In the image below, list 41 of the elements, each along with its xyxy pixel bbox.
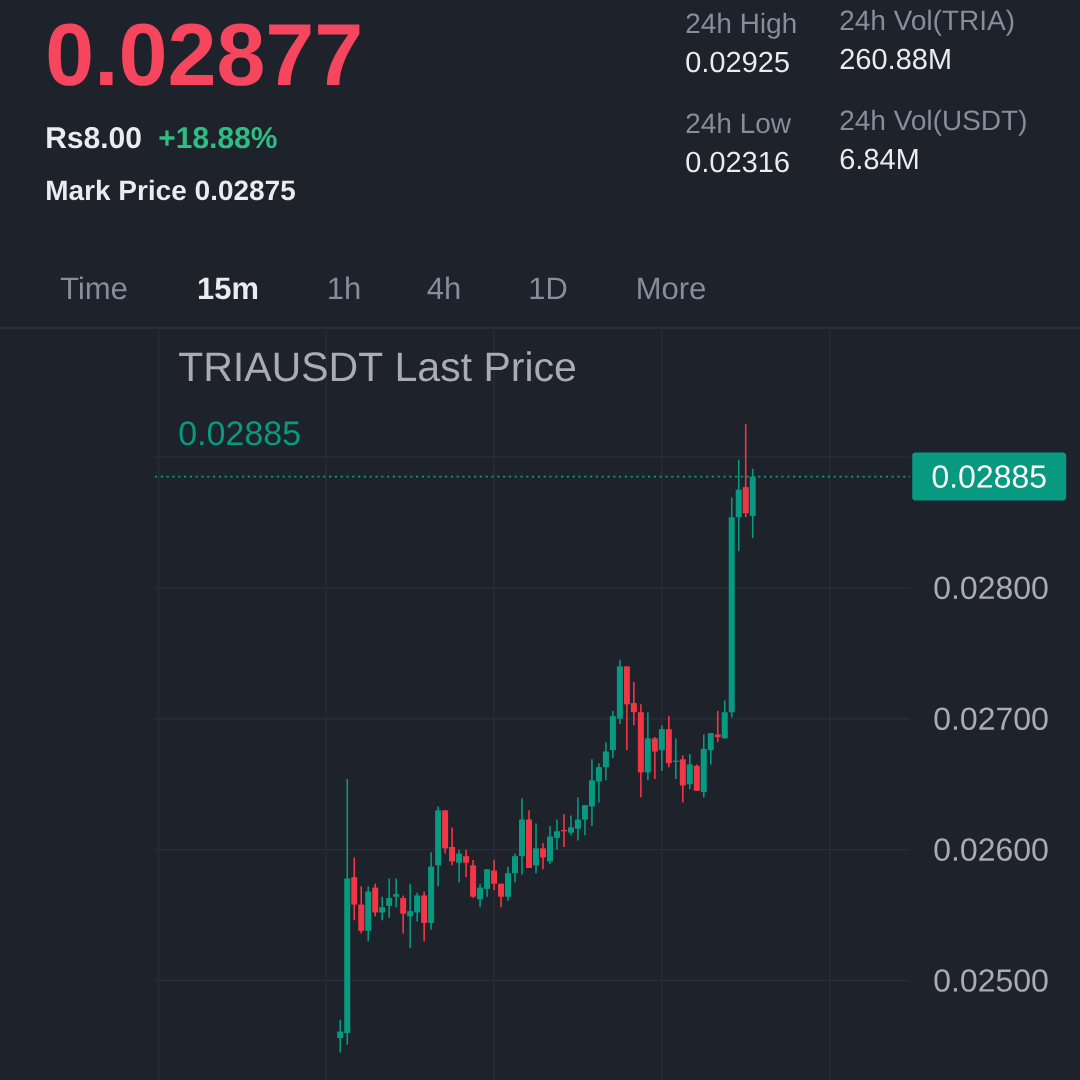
candlestick <box>602 741 609 782</box>
y-tick-label: 0.02700 <box>934 707 1048 731</box>
candlestick <box>651 736 658 780</box>
y-tick-label: 0.02500 <box>934 969 1048 992</box>
text: Time <box>60 276 127 300</box>
text: 0.02925 <box>686 51 789 73</box>
text: 260.88M <box>840 48 950 70</box>
candlestick <box>463 848 470 878</box>
text: 15m <box>198 277 258 300</box>
text: Mark Price 0.02875 <box>47 179 295 201</box>
text: 0.02877 <box>48 23 360 86</box>
ref-line-label: 0.02885 <box>932 465 1046 488</box>
candlestick <box>532 822 539 874</box>
text: 1D <box>530 277 567 299</box>
candlestick <box>505 865 512 902</box>
text: Rs8.00 <box>47 127 141 149</box>
candlestick <box>539 842 546 871</box>
candlestick <box>386 877 393 919</box>
annotation: 0.02885 <box>179 421 300 446</box>
candlestick <box>686 753 693 791</box>
chart-title: TRIAUSDT Last Price <box>179 351 576 382</box>
candlestick <box>456 848 463 884</box>
y-tick-label: 0.02600 <box>934 838 1048 861</box>
candlestick <box>379 895 386 922</box>
text: 0.02316 <box>686 151 789 173</box>
candlestick <box>491 859 498 892</box>
y-tick-label: 0.02800 <box>934 576 1048 600</box>
text: More <box>638 277 705 300</box>
text: 6.84M <box>840 148 918 170</box>
candlestick <box>658 724 665 772</box>
candlestick <box>400 894 407 935</box>
text: 1h <box>329 276 360 299</box>
candlestick <box>393 877 400 909</box>
text: 24h High <box>686 12 796 39</box>
candlestick <box>512 852 519 884</box>
text: 24h Low <box>686 112 792 134</box>
text: 24h Vol(TRIA) <box>840 9 1014 36</box>
text: +18.88% <box>159 127 277 149</box>
text: 24h Vol(USDT) <box>840 109 1026 136</box>
candlestick <box>714 710 721 744</box>
text: 4h <box>427 276 460 299</box>
